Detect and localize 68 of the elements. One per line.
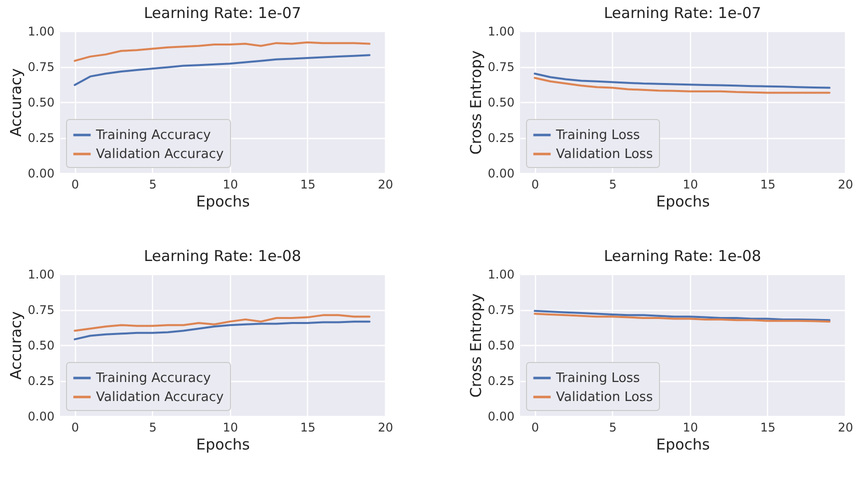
legend-label: Training Loss <box>555 128 640 143</box>
y-tick-label: 0.25 <box>28 374 54 388</box>
y-tick-label: 0.50 <box>488 96 514 110</box>
x-tick-label: 10 <box>682 178 698 192</box>
x-axis-title: Epochs <box>196 436 250 454</box>
line-series <box>534 76 830 94</box>
x-axis-title: Epochs <box>656 436 710 454</box>
y-tick-label: 0.00 <box>488 166 514 180</box>
legend-label: Training Accuracy <box>95 128 212 143</box>
y-tick-label: 0.25 <box>28 131 54 145</box>
x-tick-label: 15 <box>300 178 316 192</box>
x-tick-label: 15 <box>300 420 316 434</box>
x-tick-label: 10 <box>222 420 238 434</box>
legend-label: Validation Accuracy <box>96 390 224 405</box>
y-tick-label: 0.50 <box>488 338 514 352</box>
x-tick-label: 0 <box>531 420 540 434</box>
line-series <box>74 41 370 62</box>
x-tick-label: 20 <box>378 178 394 192</box>
x-axis-title: Epochs <box>196 192 250 210</box>
x-tick-label: 10 <box>222 178 238 192</box>
x-tick-label: 0 <box>71 420 80 434</box>
y-axis-title: Accuracy <box>6 311 25 380</box>
x-tick-label: 20 <box>838 420 854 434</box>
legend-label: Validation Accuracy <box>96 147 224 162</box>
y-tick-label: 1.00 <box>28 24 54 38</box>
legend-label: Validation Loss <box>556 390 654 405</box>
line-series <box>534 72 830 89</box>
legend-label: Validation Loss <box>556 147 654 162</box>
chart-title: Learning Rate: 1e-08 <box>144 247 302 265</box>
line-series <box>74 314 370 332</box>
legend-label: Training Loss <box>555 371 640 386</box>
y-tick-label: 0.00 <box>488 410 514 424</box>
y-tick-label: 0.50 <box>28 338 54 352</box>
y-axis-title: Accuracy <box>6 68 25 137</box>
y-tick-label: 0.75 <box>28 60 54 74</box>
x-tick-label: 5 <box>608 178 617 192</box>
line-series <box>74 54 370 86</box>
x-tick-label: 5 <box>148 178 157 192</box>
y-tick-label: 0.25 <box>488 374 514 388</box>
y-tick-label: 0.00 <box>28 410 54 424</box>
y-tick-label: 1.00 <box>28 268 54 282</box>
y-axis-title: Cross Entropy <box>466 293 485 398</box>
chart-title: Learning Rate: 1e-07 <box>604 4 762 22</box>
y-tick-label: 0.25 <box>488 131 514 145</box>
x-tick-label: 5 <box>608 420 617 434</box>
x-tick-label: 20 <box>378 420 394 434</box>
y-tick-label: 0.75 <box>28 303 54 317</box>
y-tick-label: 0.75 <box>488 60 514 74</box>
line-series <box>534 310 830 322</box>
line-series <box>74 320 370 340</box>
x-tick-label: 5 <box>148 420 157 434</box>
chart-title: Learning Rate: 1e-08 <box>604 247 762 265</box>
x-tick-label: 15 <box>760 420 776 434</box>
legend-label: Training Accuracy <box>95 371 212 386</box>
x-tick-label: 0 <box>71 178 80 192</box>
y-tick-label: 0.50 <box>28 96 54 110</box>
y-tick-label: 0.00 <box>28 166 54 180</box>
x-tick-label: 15 <box>760 178 776 192</box>
line-series <box>534 312 830 323</box>
x-tick-label: 20 <box>838 178 854 192</box>
x-tick-label: 0 <box>531 178 540 192</box>
x-tick-label: 10 <box>682 420 698 434</box>
chart-title: Learning Rate: 1e-07 <box>144 4 302 22</box>
y-tick-label: 1.00 <box>488 24 514 38</box>
x-axis-title: Epochs <box>656 192 710 210</box>
y-tick-label: 0.75 <box>488 303 514 317</box>
y-tick-label: 1.00 <box>488 268 514 282</box>
y-axis-title: Cross Entropy <box>466 50 485 155</box>
